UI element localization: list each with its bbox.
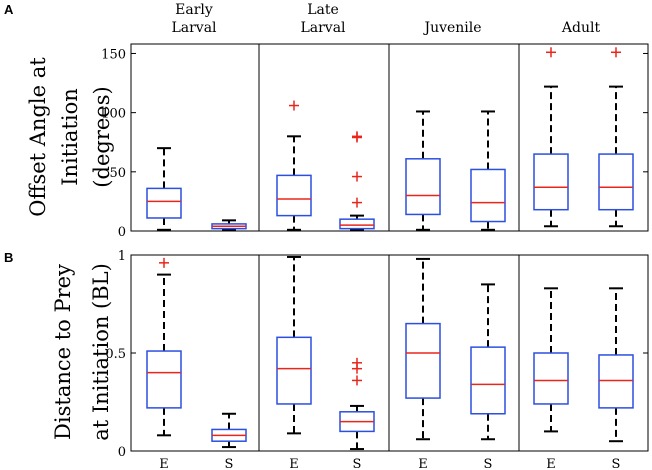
box-s — [211, 412, 247, 449]
box-iqr — [598, 153, 634, 211]
x-category-label: E — [546, 457, 556, 470]
panel-letter: B — [4, 250, 13, 265]
box-s — [470, 283, 506, 441]
box-e — [405, 257, 441, 441]
box-iqr — [276, 174, 312, 217]
panel-a: A Offset Angle at Initiation (degrees) 0 50 10… — [4, 2, 649, 240]
box-iqr — [470, 168, 506, 223]
box-s — [211, 219, 247, 231]
y-axis-label-line: Initiation — [58, 88, 82, 186]
y-axis-label: Offset Angle at Initiation (degrees) — [26, 57, 114, 217]
group-label: Early — [175, 2, 213, 18]
group-label: Juvenile — [422, 20, 481, 36]
box-e — [146, 147, 182, 231]
y-tick-label: 50 — [109, 166, 126, 181]
box-s — [470, 110, 506, 231]
box-e — [533, 287, 569, 433]
group-label: Larval — [300, 20, 346, 36]
x-category-label: E — [289, 457, 299, 470]
box-iqr — [276, 336, 312, 405]
y-axis-label-line: Offset Angle at — [26, 57, 50, 217]
box-iqr — [405, 158, 441, 216]
box-iqr — [533, 352, 569, 405]
box-iqr — [533, 153, 569, 211]
y-tick-label: 0 — [118, 225, 126, 240]
box-iqr — [146, 187, 182, 219]
y-axis-label: Distance to Prey at Initiation (BL) — [51, 263, 113, 441]
x-category-label: E — [418, 457, 428, 470]
box-iqr — [470, 346, 506, 415]
y-tick-label: 1 — [118, 249, 126, 264]
group-label: Adult — [561, 20, 601, 36]
box-iqr — [405, 322, 441, 399]
x-category-label: S — [484, 457, 493, 470]
y-axis-label-line: Distance to Prey — [51, 264, 75, 440]
box-e — [276, 255, 312, 435]
box-iqr — [339, 218, 375, 230]
box-e — [533, 47, 569, 228]
panel-letter: A — [4, 2, 14, 17]
x-category-label: S — [612, 457, 621, 470]
y-tick-label: 150 — [101, 47, 126, 62]
x-category-label: E — [159, 457, 169, 470]
y-axis-label-line: at Initiation (BL) — [89, 263, 113, 441]
y-tick-label: 0.5 — [105, 347, 126, 362]
y-axis-label-line: (degrees) — [90, 86, 114, 187]
panel-b: B Distance to Prey at Initiation (BL) 0 0.5 1… — [4, 249, 649, 470]
box-iqr — [146, 350, 182, 409]
box-e — [146, 257, 182, 437]
box-s — [339, 131, 375, 231]
box-e — [405, 110, 441, 231]
box-iqr — [598, 354, 634, 409]
x-category-label: S — [353, 457, 362, 470]
y-tick-label: 0 — [118, 445, 126, 460]
x-category-label: S — [225, 457, 234, 470]
box-s — [598, 287, 634, 443]
group-label: Late — [307, 2, 339, 18]
box-s — [339, 357, 375, 451]
group-label: Larval — [171, 20, 217, 36]
box-s — [598, 47, 634, 228]
box-e — [276, 100, 312, 231]
y-tick-label: 100 — [101, 107, 126, 122]
